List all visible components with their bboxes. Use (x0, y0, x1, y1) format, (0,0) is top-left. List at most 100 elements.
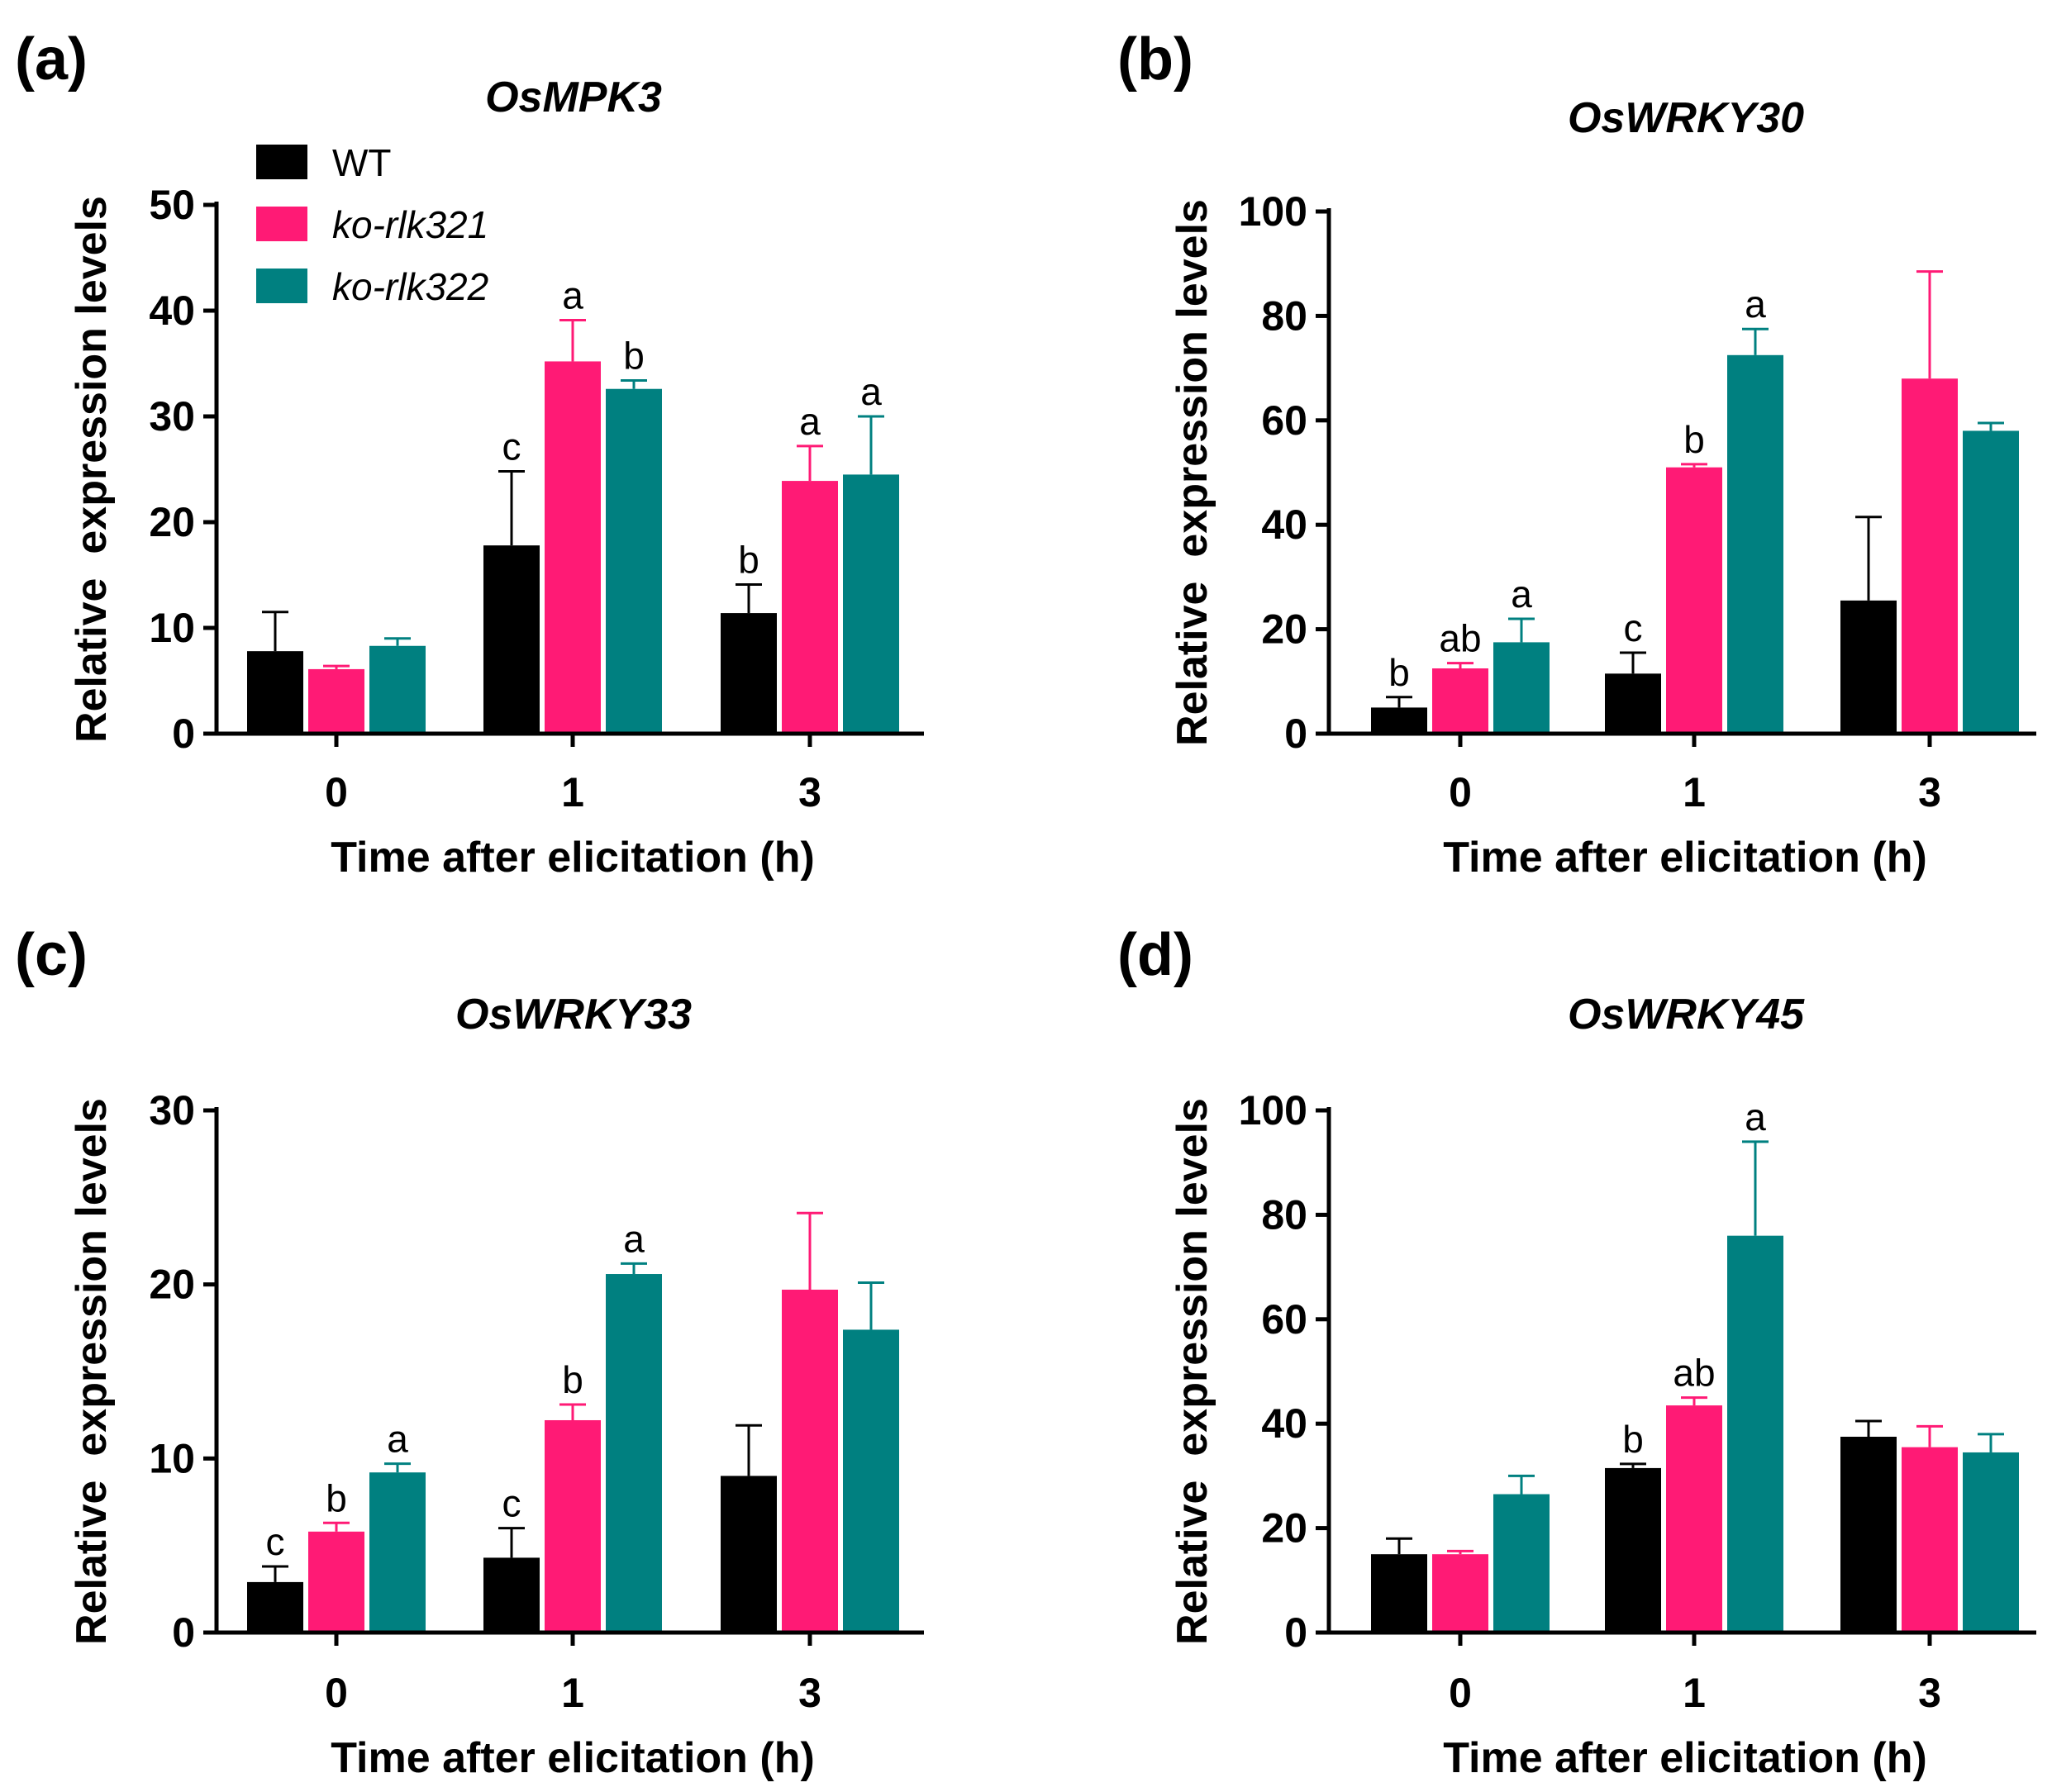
y-tick-label: 30 (149, 393, 195, 440)
panel-b-title: OsWRKY30 (1568, 94, 1804, 142)
bar (1432, 1554, 1488, 1633)
significance-label: ab (1673, 1352, 1715, 1395)
y-tick-label: 20 (1261, 1505, 1307, 1552)
bar (1605, 673, 1661, 734)
x-axis-title: Time after elicitation (h) (331, 834, 815, 882)
significance-label: a (860, 370, 882, 413)
bar (1727, 354, 1783, 734)
x-tick-label: 3 (1918, 769, 1941, 815)
bar (545, 1419, 601, 1633)
bar (1371, 1554, 1427, 1633)
bar (247, 651, 303, 734)
bar (782, 1289, 838, 1633)
significance-label: b (1388, 651, 1410, 694)
y-tick-label: 60 (1261, 1296, 1307, 1343)
x-tick-label: 1 (561, 1670, 584, 1716)
x-tick-label: 0 (325, 1670, 348, 1716)
bar (606, 388, 662, 734)
y-tick-label: 50 (149, 182, 195, 228)
panel-label-c: (c) (15, 922, 88, 988)
bar (1371, 707, 1427, 734)
y-tick-label: 40 (1261, 1400, 1307, 1447)
y-tick-label: 20 (149, 499, 195, 545)
panel-d-title: OsWRKY45 (1568, 991, 1805, 1039)
significance-label: ab (1439, 617, 1481, 660)
panel-label-a: (a) (15, 26, 88, 93)
bar (1493, 642, 1550, 734)
significance-label: b (738, 539, 759, 582)
y-axis-title: Relative expression levels (68, 1098, 116, 1645)
y-tick-label: 80 (1261, 1191, 1307, 1238)
significance-label: c (502, 1482, 521, 1525)
bar (247, 1581, 303, 1633)
bar (782, 481, 838, 734)
y-tick-label: 0 (1284, 711, 1307, 757)
bar (721, 613, 777, 734)
y-tick-label: 40 (149, 288, 195, 334)
significance-label: c (502, 425, 521, 468)
x-tick-label: 3 (1918, 1670, 1941, 1716)
bar (721, 1476, 777, 1633)
panel-c-title: OsWRKY33 (455, 991, 692, 1039)
legend-label-wt: WT (332, 141, 392, 184)
bar (1963, 1452, 2019, 1633)
y-tick-label: 40 (1261, 501, 1307, 548)
x-axis-title: Time after elicitation (h) (1443, 834, 1927, 882)
bar (369, 1472, 426, 1633)
y-tick-label: 100 (1239, 1087, 1307, 1134)
bar (1666, 467, 1722, 734)
x-tick-label: 0 (325, 769, 348, 815)
y-tick-label: 0 (172, 1609, 195, 1656)
significance-label: b (326, 1476, 347, 1519)
panel-label-b: (b) (1117, 26, 1193, 93)
significance-label: b (562, 1358, 583, 1401)
bar (1963, 430, 2019, 734)
bar (1605, 1467, 1661, 1633)
x-tick-label: 1 (1683, 769, 1706, 815)
y-tick-label: 10 (149, 1435, 195, 1481)
panel-label-d: (d) (1117, 922, 1193, 988)
y-tick-label: 30 (149, 1087, 195, 1134)
bar (545, 361, 601, 734)
legend-swatch-wt (256, 145, 307, 179)
bar (483, 1557, 540, 1633)
legend-label-ko-rlk321: ko-rlk321 (332, 203, 488, 246)
bar (369, 645, 426, 734)
y-tick-label: 20 (149, 1262, 195, 1308)
bar (483, 545, 540, 734)
y-tick-label: 80 (1261, 292, 1307, 339)
bar (1493, 1494, 1550, 1633)
significance-label: c (1624, 606, 1643, 649)
significance-label: b (623, 334, 645, 377)
y-tick-label: 10 (149, 605, 195, 651)
bar (843, 1329, 899, 1633)
significance-label: b (1683, 418, 1705, 461)
significance-label: a (387, 1418, 408, 1461)
bar (1840, 600, 1897, 734)
y-tick-label: 0 (1284, 1609, 1307, 1656)
significance-label: a (623, 1217, 645, 1260)
significance-label: a (1745, 1096, 1766, 1138)
panel-d: (d) OsWRKY45 bab a 0 20 40 60 80 100 0 1 3 Time aft… (1117, 922, 2036, 1782)
significance-label: b (1622, 1418, 1644, 1461)
bar (308, 1531, 364, 1633)
panel-a-title: OsMPK3 (485, 74, 662, 121)
y-tick-label: 100 (1239, 188, 1307, 235)
x-tick-label: 0 (1449, 769, 1472, 815)
bar (1432, 668, 1488, 734)
x-tick-label: 0 (1449, 1670, 1472, 1716)
significance-label: a (1511, 573, 1532, 616)
y-axis-title: Relative expression levels (1169, 1098, 1216, 1645)
bar (1666, 1405, 1722, 1633)
bar (1902, 1447, 1958, 1633)
legend: WT ko-rlk321 ko-rlk322 (256, 141, 488, 308)
bar (1840, 1437, 1897, 1633)
x-tick-label: 1 (561, 769, 584, 815)
bar (606, 1274, 662, 1633)
significance-label: c (266, 1520, 285, 1563)
x-axis-title: Time after elicitation (h) (1443, 1734, 1927, 1782)
bar (1727, 1235, 1783, 1633)
